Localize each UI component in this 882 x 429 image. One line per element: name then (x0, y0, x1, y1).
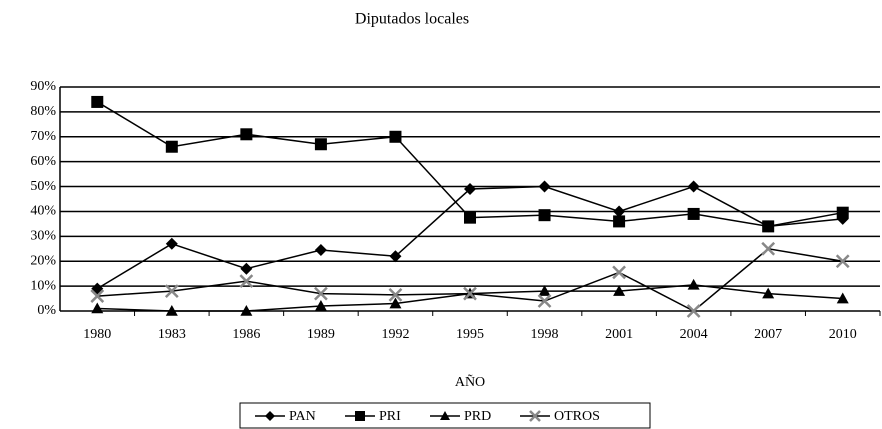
marker (240, 128, 253, 141)
marker (165, 140, 178, 153)
marker (762, 220, 775, 233)
legend-label: PRD (464, 409, 491, 424)
marker (835, 254, 850, 269)
marker (761, 241, 776, 256)
x-tick-label: 1986 (232, 327, 260, 342)
marker (538, 285, 551, 296)
marker (613, 285, 626, 296)
legend-box (239, 402, 651, 429)
marker (314, 286, 328, 301)
x-tick-label: 2010 (829, 327, 857, 342)
legend-marker (265, 411, 275, 421)
marker (91, 302, 104, 314)
marker (612, 265, 626, 280)
marker (91, 95, 104, 108)
y-tick-label: 0% (37, 303, 56, 318)
y-tick-label: 70% (30, 129, 56, 144)
marker (90, 289, 105, 303)
y-tick-label: 10% (30, 278, 56, 293)
x-tick-label: 1989 (307, 327, 335, 342)
legend-marker (529, 410, 541, 422)
y-tick-label: 60% (30, 154, 56, 169)
marker (686, 304, 701, 318)
y-tick-label: 90% (30, 79, 56, 94)
series-line (96, 101, 843, 228)
x-tick-label: 2004 (680, 327, 708, 342)
x-tick-label: 2007 (754, 327, 782, 342)
marker (836, 292, 849, 304)
y-tick-label: 30% (30, 229, 56, 244)
marker (389, 130, 402, 143)
y-tick-label: 80% (30, 104, 56, 119)
marker (537, 294, 552, 308)
marker (687, 180, 700, 193)
marker (464, 211, 476, 224)
marker (165, 237, 178, 250)
marker (240, 262, 253, 275)
marker (389, 297, 402, 309)
marker (463, 286, 477, 301)
marker (388, 287, 403, 302)
marker (836, 206, 849, 219)
marker (538, 180, 551, 193)
marker (613, 205, 626, 218)
marker (687, 207, 700, 220)
x-tick-label: 1995 (456, 327, 484, 342)
x-tick-label: 2001 (605, 327, 633, 342)
y-tick-label: 40% (30, 204, 56, 219)
marker (314, 244, 327, 257)
x-tick-label: 1998 (531, 327, 559, 342)
legend-label: PAN (289, 409, 316, 424)
legend-label: PRI (379, 409, 401, 424)
legend-label: OTROS (554, 409, 600, 424)
marker (464, 183, 476, 196)
marker (164, 284, 179, 298)
marker (240, 305, 253, 316)
marker (687, 278, 700, 290)
marker (165, 305, 178, 316)
y-tick-label: 20% (30, 253, 56, 268)
x-axis-title: AÑO (455, 374, 485, 390)
marker (314, 300, 327, 311)
marker (389, 250, 402, 263)
marker (314, 138, 327, 151)
legend-marker (355, 411, 365, 421)
marker (613, 215, 626, 228)
chart-title: Diputados locales (355, 11, 469, 28)
x-tick-label: 1992 (381, 327, 409, 342)
marker (762, 287, 775, 299)
series-line (96, 185, 843, 290)
y-tick-label: 50% (30, 179, 56, 194)
marker (538, 209, 551, 222)
series-line (97, 247, 843, 312)
legend-marker (440, 411, 450, 420)
x-tick-label: 1983 (158, 327, 186, 342)
x-tick-label: 1980 (83, 327, 111, 342)
marker (239, 274, 254, 289)
